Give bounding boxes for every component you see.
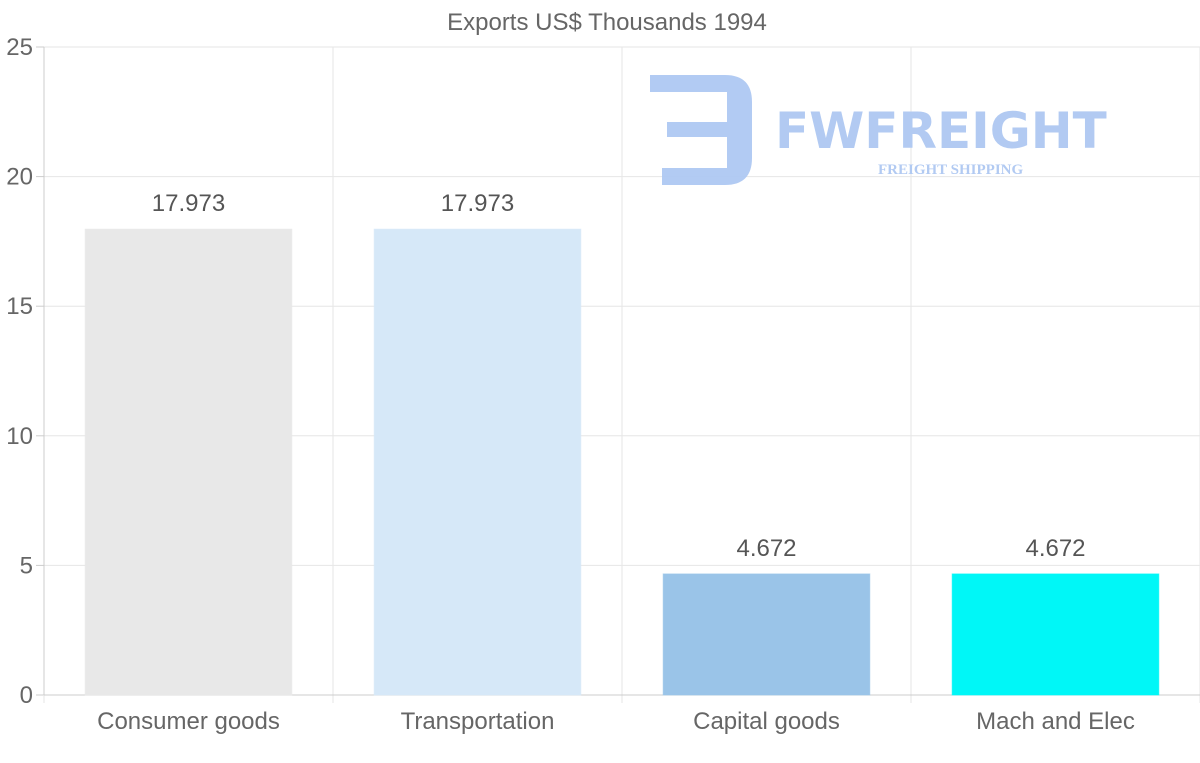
fwfreight-logo-icon	[650, 75, 752, 185]
data-labels: 17.973 17.973 4.672 4.672	[152, 190, 1086, 562]
y-tick-label: 10	[6, 423, 33, 450]
x-category-label: Transportation	[401, 708, 555, 735]
watermark-logo: FWFREIGHT FREIGHT SHIPPING	[650, 75, 1107, 185]
bar-mach-and-elec[interactable]	[951, 573, 1160, 696]
bar-capital-goods[interactable]	[662, 573, 871, 696]
data-label: 17.973	[152, 190, 225, 217]
watermark-brand: FWFREIGHT	[775, 102, 1107, 160]
bar-consumer-goods[interactable]	[84, 228, 293, 696]
x-category-label: Mach and Elec	[976, 708, 1135, 735]
x-category-label: Consumer goods	[97, 708, 280, 735]
y-tick-label: 15	[6, 293, 33, 320]
y-tick-label: 20	[6, 164, 33, 191]
chart-title: Exports US$ Thousands 1994	[447, 9, 767, 36]
data-label: 17.973	[441, 190, 514, 217]
y-axis-ticks: 0 5 10 15 20 25	[6, 34, 33, 709]
y-tick-label: 25	[6, 34, 33, 61]
data-label: 4.672	[736, 535, 796, 562]
watermark-tagline: FREIGHT SHIPPING	[878, 162, 1023, 178]
y-tick-label: 0	[20, 682, 33, 709]
bar-transportation[interactable]	[373, 228, 582, 696]
x-category-label: Capital goods	[693, 708, 840, 735]
bars	[84, 228, 1160, 696]
data-label: 4.672	[1025, 535, 1085, 562]
y-tick-label: 5	[20, 552, 33, 579]
x-axis-labels: Consumer goods Transportation Capital good…	[97, 708, 1135, 735]
